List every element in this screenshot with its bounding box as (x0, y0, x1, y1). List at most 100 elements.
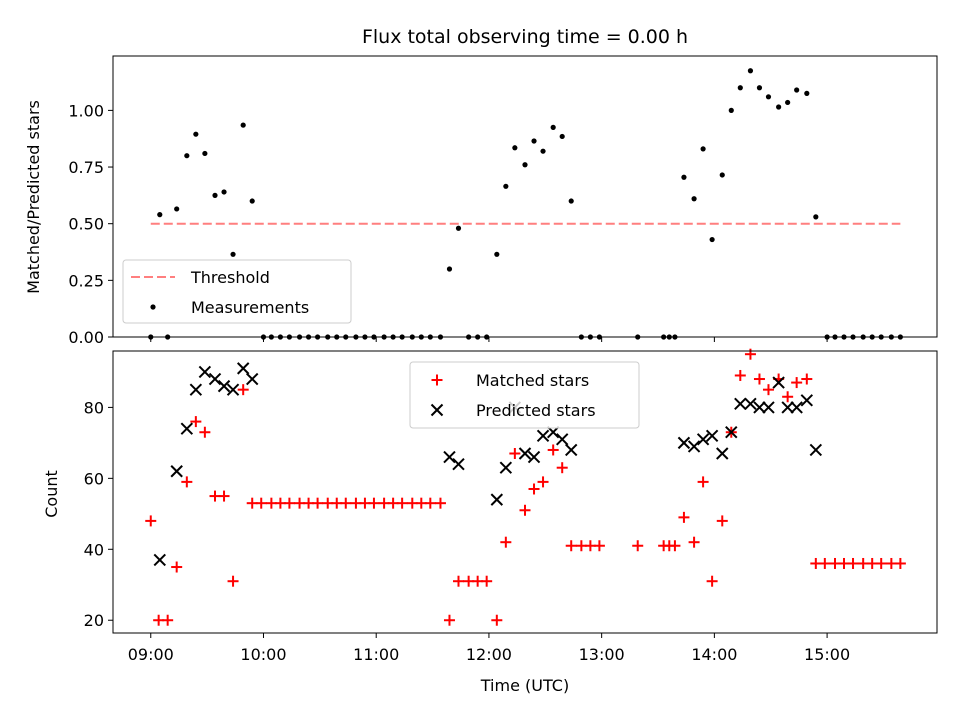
matched-star-point (237, 384, 249, 396)
predicted-star-point (772, 376, 785, 389)
matched-star-point (181, 476, 193, 488)
legend-measurements-label: Measurements (191, 298, 309, 317)
y-tick-label: 80 (84, 398, 104, 417)
measurement-point (747, 68, 754, 74)
top-y-axis-label: Matched/Predicted stars (24, 100, 43, 294)
predicted-star-point (452, 457, 465, 471)
matched-star-point (537, 476, 549, 488)
matched-star-point (565, 540, 577, 552)
measurement-point (550, 124, 556, 130)
matched-star-point (227, 575, 239, 587)
predicted-star-point (189, 383, 203, 396)
predicted-star-point (208, 372, 222, 386)
matched-star-point (162, 614, 174, 626)
predicted-star-point (499, 461, 513, 474)
matched-star-point (443, 614, 455, 626)
predicted-star-point (734, 397, 747, 411)
measurement-point (568, 198, 574, 204)
predicted-star-point (753, 401, 766, 414)
measurement-point (512, 145, 518, 151)
matched-star-point (424, 497, 436, 509)
matched-star-point (875, 557, 887, 569)
measurement-point (174, 206, 180, 212)
predicted-star-point (527, 450, 541, 464)
measurement-point (193, 131, 199, 137)
measurement-point (559, 133, 565, 140)
matched-star-point (688, 536, 700, 548)
measurement-point (794, 87, 800, 93)
predicted-star-point (246, 372, 259, 386)
y-tick-label: 0.00 (68, 328, 104, 347)
measurement-point (700, 146, 706, 152)
matched-star-point (519, 504, 531, 516)
matched-star-point (697, 476, 709, 488)
predicted-star-point (170, 465, 183, 478)
predicted-star-point (226, 383, 240, 396)
measurement-point (719, 172, 725, 178)
y-tick-label: 40 (84, 540, 104, 559)
matched-star-point (753, 373, 765, 385)
matched-star-point (340, 497, 352, 509)
x-axis-label: Time (UTC) (480, 676, 569, 695)
top-panel: 0.00 0.25 0.50 0.75 1.00 Threshold Measurement… (68, 55, 938, 347)
matched-star-point (593, 540, 605, 552)
matched-star-point (801, 373, 813, 385)
predicted-star-point (716, 447, 729, 460)
predicted-star-point (518, 447, 532, 460)
predicted-star-point (725, 426, 738, 439)
predicted-star-point (490, 493, 504, 506)
matched-star-point (396, 497, 408, 509)
measurement-point (776, 104, 782, 110)
matched-star-point (452, 575, 464, 587)
matched-star-point (218, 490, 230, 502)
matched-star-point (669, 540, 681, 552)
legend-measurements-swatch (150, 304, 156, 310)
measurement-point (494, 251, 500, 257)
y-tick-label: 1.00 (68, 101, 104, 120)
y-tick-label: 0.25 (68, 271, 104, 290)
bottom-panel: 20 40 60 80 09:00 10:00 11:00 12:00 13:00 14:00 15… (84, 348, 938, 664)
matched-star-point (734, 369, 746, 381)
predicted-star-point (705, 429, 719, 442)
measurement-point (804, 90, 810, 96)
x-tick-label: 10:00 (240, 645, 286, 664)
matched-star-point (171, 561, 183, 573)
matched-star-point (716, 515, 728, 527)
legend-matched-label: Matched stars (476, 371, 589, 390)
matched-star-point (481, 575, 493, 587)
measurement-point (709, 236, 715, 243)
x-tick-label: 13:00 (579, 645, 625, 664)
predicted-star-point (781, 401, 794, 414)
top-panel-frame (112, 55, 938, 338)
matched-star-point (434, 497, 446, 509)
measurement-point (756, 85, 763, 91)
matched-star-point (145, 515, 157, 527)
predicted-star-point (443, 450, 456, 464)
legend-predicted-swatch (430, 403, 444, 417)
matched-star-point (762, 384, 774, 396)
matched-star-point (509, 448, 521, 460)
legend-box (122, 259, 352, 324)
measurement-point (455, 225, 462, 231)
measurement-point (765, 94, 772, 100)
predicted-star-point (153, 553, 166, 567)
matched-star-point (199, 426, 211, 438)
y-tick-label: 60 (84, 469, 104, 488)
matched-star-point (782, 391, 794, 403)
x-tick-label: 12:00 (466, 645, 512, 664)
legend-box (409, 361, 640, 429)
predicted-star-point (555, 433, 569, 446)
bottom-legend: Matched stars Predicted stars (409, 361, 640, 429)
measurement-point (446, 266, 453, 272)
predicted-star-point (565, 443, 578, 457)
legend-predicted-label: Predicted stars (476, 401, 596, 420)
matched-star-point (283, 497, 295, 509)
matched-star-point (500, 536, 512, 548)
matched-star-point (706, 575, 718, 587)
matched-star-point (528, 483, 540, 495)
predicted-star-point (677, 436, 691, 450)
predicted-star-point (217, 379, 231, 393)
predicted-star-point (696, 433, 710, 446)
measurement-point (728, 107, 734, 113)
measurement-point (230, 251, 236, 257)
